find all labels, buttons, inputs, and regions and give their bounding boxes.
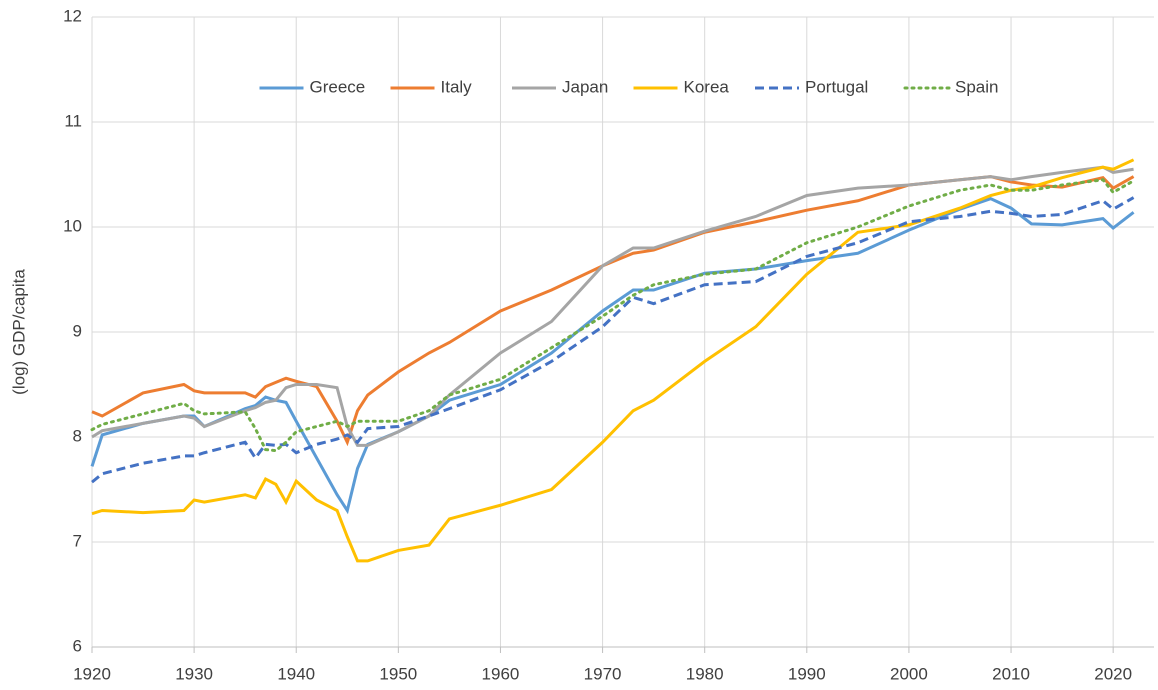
x-tick-label: 1920 bbox=[73, 664, 111, 683]
x-tick-label: 2000 bbox=[890, 664, 928, 683]
legend-label: Greece bbox=[310, 77, 366, 96]
y-tick-label: 12 bbox=[63, 6, 82, 25]
y-axis-label: (log) GDP/capita bbox=[9, 269, 28, 395]
x-tick-label: 1940 bbox=[277, 664, 315, 683]
series-line bbox=[91, 196, 1135, 484]
legend-label: Italy bbox=[441, 77, 473, 96]
y-tick-label: 11 bbox=[64, 111, 82, 130]
legend-label: Spain bbox=[955, 77, 998, 96]
x-tick-label: 2020 bbox=[1094, 664, 1132, 683]
y-tick-label: 7 bbox=[73, 531, 82, 550]
y-tick-label: 10 bbox=[63, 216, 82, 235]
legend-label: Japan bbox=[562, 77, 608, 96]
legend-label: Portugal bbox=[805, 77, 868, 96]
x-tick-label: 1960 bbox=[482, 664, 520, 683]
x-tick-label: 2010 bbox=[992, 664, 1030, 683]
series-line bbox=[90, 178, 1136, 453]
x-tick-label: 1970 bbox=[584, 664, 622, 683]
y-tick-label: 9 bbox=[73, 321, 82, 340]
x-tick-label: 1950 bbox=[379, 664, 417, 683]
y-tick-label: 8 bbox=[73, 426, 82, 445]
series-line bbox=[91, 165, 1134, 447]
series-line bbox=[91, 158, 1135, 563]
x-tick-label: 1990 bbox=[788, 664, 826, 683]
x-tick-label: 1980 bbox=[686, 664, 724, 683]
legend-label: Korea bbox=[684, 77, 730, 96]
y-tick-label: 6 bbox=[73, 636, 82, 655]
x-tick-label: 1930 bbox=[175, 664, 213, 683]
series-line bbox=[90, 197, 1135, 515]
